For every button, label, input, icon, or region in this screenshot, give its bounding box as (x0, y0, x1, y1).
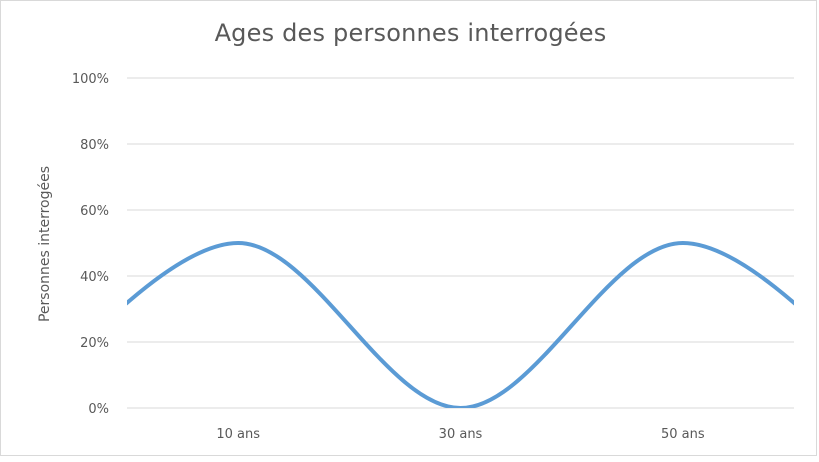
y-tick-label: 80% (80, 138, 109, 153)
series-lines (127, 241, 794, 408)
gridlines (127, 77, 794, 409)
y-tick-labels: 0% 20% 40% 60% 80% 100% (72, 72, 109, 417)
x-tick-label: 10 ans (216, 427, 260, 442)
y-tick-label: 40% (80, 270, 109, 285)
x-tick-labels: 10 ans 30 ans 50 ans (216, 427, 705, 442)
y-tick-label: 100% (72, 72, 109, 87)
x-tick-label: 30 ans (439, 427, 483, 442)
x-tick-label: 50 ans (661, 427, 705, 442)
y-tick-label: 60% (80, 204, 109, 219)
y-tick-label: 20% (80, 336, 109, 351)
chart-title: Ages des personnes interrogées (214, 19, 607, 47)
y-tick-label: 0% (88, 402, 109, 417)
series-line (127, 241, 794, 408)
